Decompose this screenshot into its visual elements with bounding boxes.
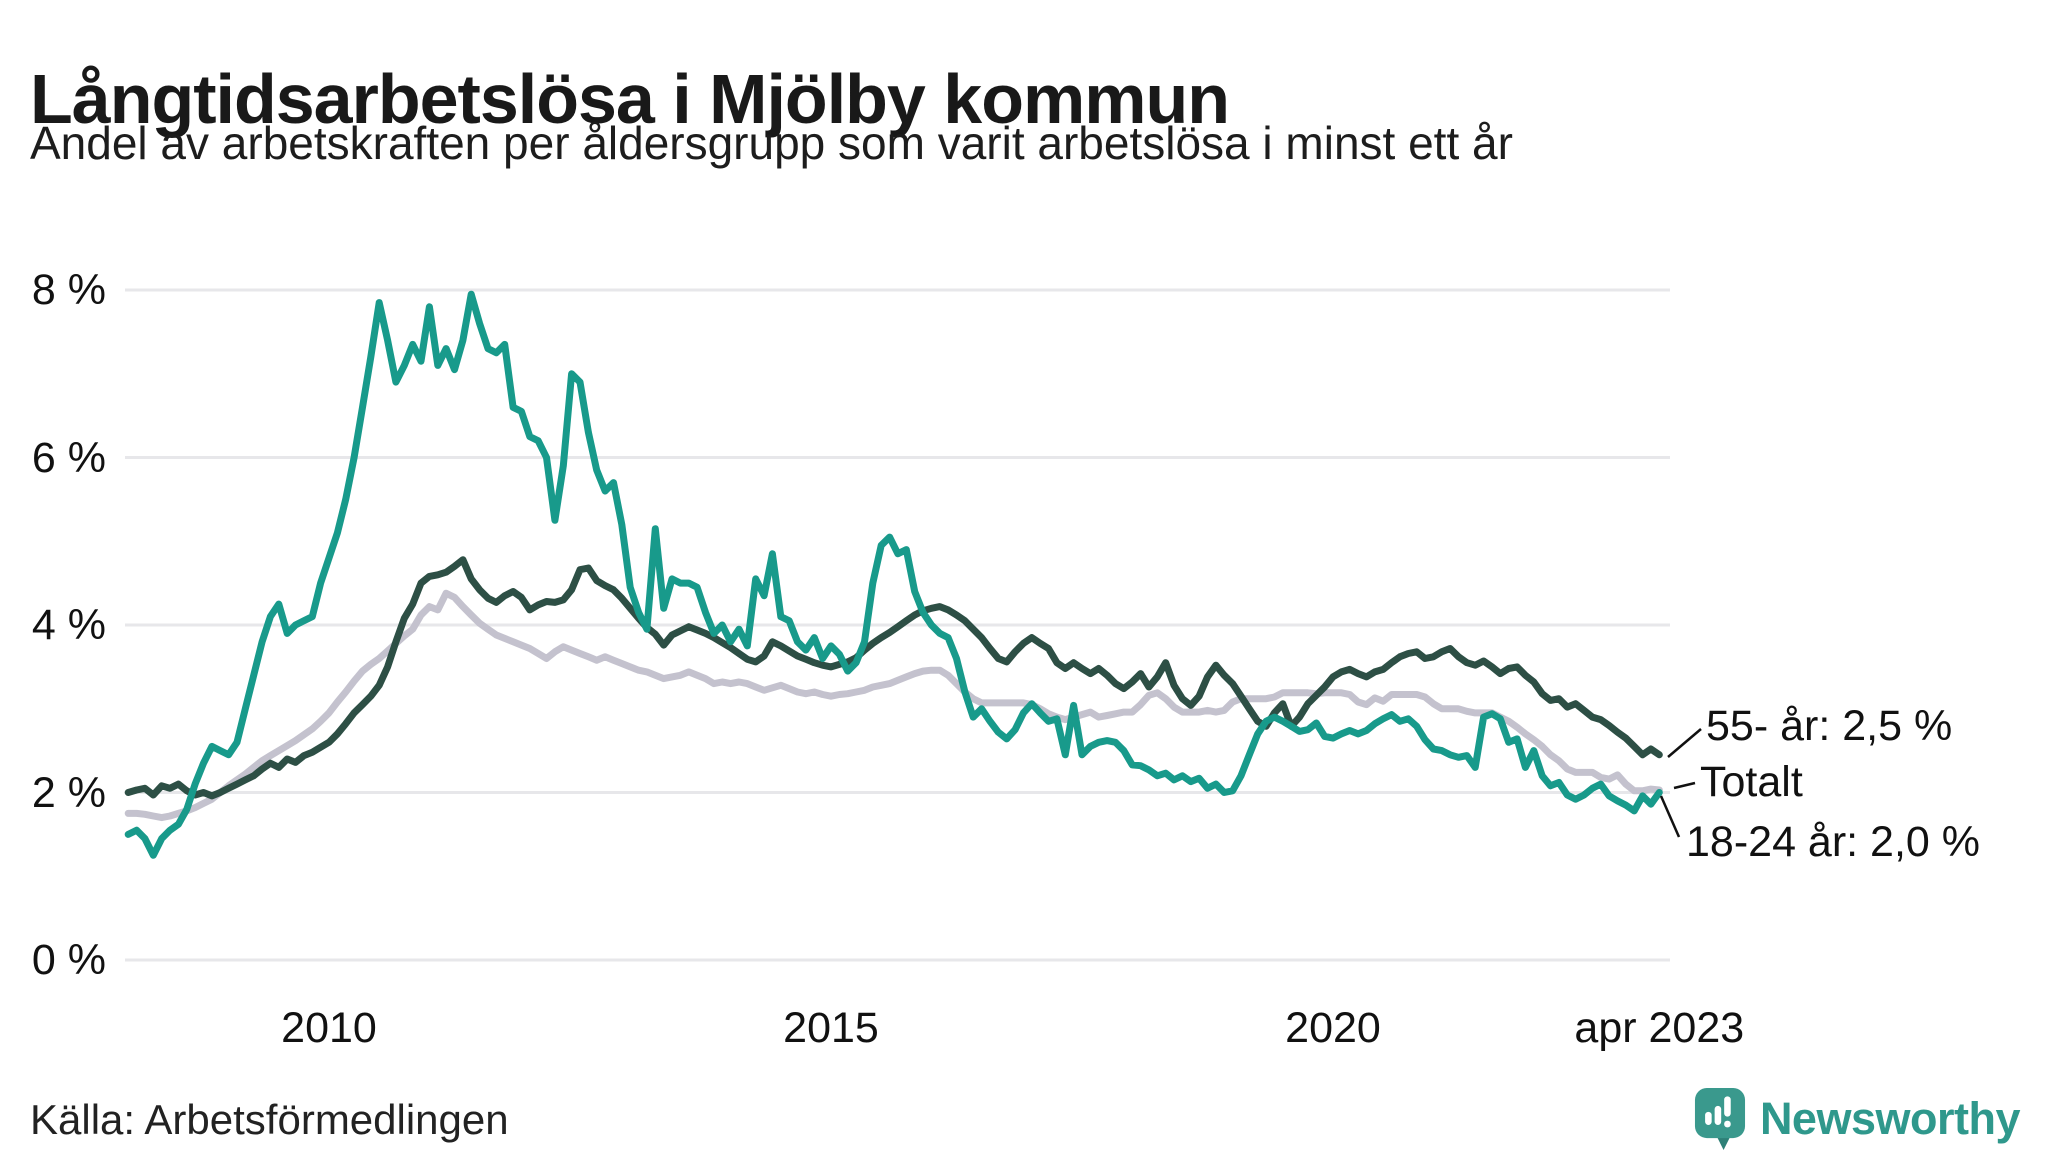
series-line-55-r <box>124 556 1663 800</box>
newsworthy-chart-bubble-icon <box>1694 1088 1745 1150</box>
y-tick-label: 4 % <box>31 601 106 649</box>
source-note: Källa: Arbetsförmedlingen <box>30 1096 509 1143</box>
newsworthy-logo: Newsworthy <box>1694 1088 2021 1150</box>
x-tick-label: 2020 <box>1285 1004 1381 1052</box>
newsworthy-wordmark: Newsworthy <box>1759 1093 2021 1144</box>
page-title: Långtidsarbetslösa i Mjölby kommun <box>30 59 1230 138</box>
x-tick-label: 2010 <box>281 1004 377 1052</box>
series-label-18-24-ar: 18-24 år: 2,0 % <box>1686 818 1981 866</box>
annotation-connector <box>1673 781 1696 790</box>
annotation-connector <box>1659 795 1681 838</box>
series-line-totalt <box>124 589 1663 822</box>
y-tick-label: 2 % <box>31 768 106 817</box>
y-tick-label: 6 % <box>31 433 106 482</box>
series-label-55-ar: 55- år: 2,5 % <box>1706 702 1953 750</box>
y-tick-label: 0 % <box>31 936 106 984</box>
x-tick-label: 2015 <box>783 1004 879 1052</box>
x-tick-label: apr 2023 <box>1574 1004 1745 1052</box>
series-line-18-24-r <box>124 290 1663 859</box>
series-label-totalt: Totalt <box>1700 758 1803 806</box>
page-subtitle: Andel av arbetskraften per åldersgrupp s… <box>30 117 1513 169</box>
annotation-connector <box>1667 728 1702 758</box>
y-tick-label: 8 % <box>31 266 106 314</box>
